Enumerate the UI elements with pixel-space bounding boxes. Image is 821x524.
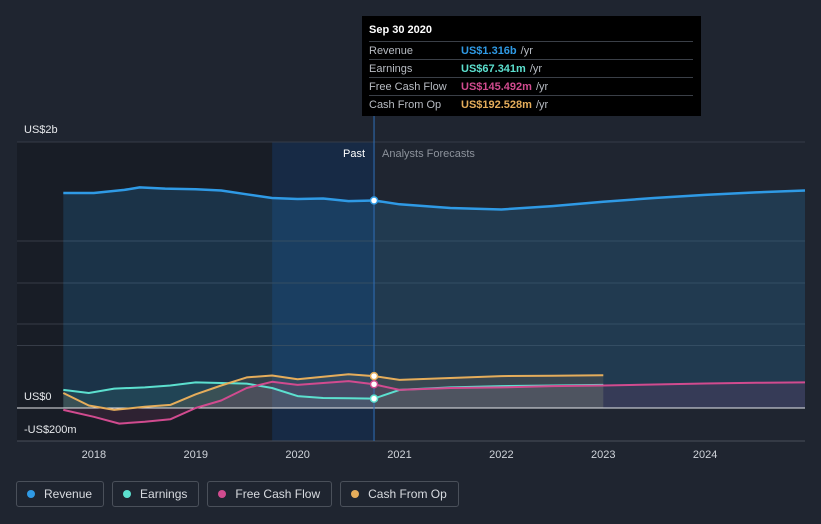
legend-label: Free Cash Flow — [235, 487, 321, 501]
legend-item-cash-from-op[interactable]: Cash From Op — [340, 481, 459, 507]
legend-item-revenue[interactable]: Revenue — [16, 481, 105, 507]
series-marker-revenue — [369, 196, 379, 205]
series-line-revenue — [63, 186, 806, 211]
legend-item-free-cash-flow[interactable]: Free Cash Flow — [207, 481, 333, 507]
tooltip-row-value: US$67.341m — [461, 62, 526, 75]
x-tick-label: 2024 — [693, 449, 717, 461]
tooltip-panel: Sep 30 2020 Revenue US$1.316b /yr Earnin… — [362, 16, 701, 116]
tooltip-row-label: Free Cash Flow — [369, 80, 447, 93]
legend-item-earnings[interactable]: Earnings — [112, 481, 200, 507]
highlight-band — [272, 142, 375, 441]
y-tick-label: -US$200m — [24, 424, 77, 436]
series-marker-free-cash-flow — [369, 380, 379, 389]
region-label-forecast: Analysts Forecasts — [382, 148, 475, 160]
x-tick-label: 2020 — [285, 449, 309, 461]
tooltip-row-unit: /yr — [529, 62, 543, 75]
series-area-revenue — [63, 187, 806, 408]
tooltip-row-free-cash-flow: Free Cash Flow US$145.492m /yr — [369, 77, 693, 95]
series-area-cash-from-op — [63, 374, 604, 410]
tooltip-row-value: US$145.492m — [461, 80, 532, 93]
tooltip-row-label: Earnings — [369, 62, 413, 75]
tooltip-row-cash-from-op: Cash From Op US$192.528m /yr — [369, 95, 693, 113]
series-marker-cash-from-op — [369, 371, 379, 381]
tooltip-row-unit: /yr — [520, 44, 533, 57]
legend-label: Revenue — [44, 487, 93, 501]
x-tick-label: 2018 — [82, 449, 106, 461]
legend-label: Cash From Op — [368, 487, 447, 501]
tooltip-row-value: US$192.528m — [461, 98, 532, 111]
x-tick-label: 2021 — [387, 449, 411, 461]
region-label-past: Past — [343, 148, 365, 160]
series-line-free-cash-flow — [63, 380, 806, 425]
x-tick-label: 2023 — [591, 449, 615, 461]
legend-dot-icon — [27, 490, 35, 498]
tooltip-row-value: US$1.316b — [461, 44, 517, 57]
y-tick-label: US$0 — [24, 391, 52, 403]
legend-dot-icon — [351, 490, 360, 498]
series-area-earnings — [63, 382, 604, 408]
x-tick-label: 2019 — [183, 449, 207, 461]
series-marker-earnings — [369, 394, 379, 403]
legend-dot-icon — [218, 490, 227, 498]
legend: Revenue Earnings Free Cash Flow Cash Fro… — [16, 481, 459, 507]
tooltip-date: Sep 30 2020 — [369, 24, 432, 36]
series-line-cash-from-op — [62, 373, 604, 411]
legend-label: Earnings — [140, 487, 188, 501]
x-tick-label: 2022 — [489, 449, 513, 461]
tooltip-row-label: Cash From Op — [369, 98, 442, 111]
tooltip-row-unit: /yr — [535, 98, 549, 111]
tooltip-row-earnings: Earnings US$67.341m /yr — [369, 59, 693, 77]
tooltip-row-revenue: Revenue US$1.316b /yr — [369, 41, 693, 59]
tooltip-row-label: Revenue — [369, 44, 414, 57]
series-area-free-cash-flow — [63, 381, 806, 424]
y-tick-label: US$2b — [24, 124, 58, 136]
legend-dot-icon — [123, 490, 132, 498]
tooltip-row-unit: /yr — [535, 80, 549, 93]
